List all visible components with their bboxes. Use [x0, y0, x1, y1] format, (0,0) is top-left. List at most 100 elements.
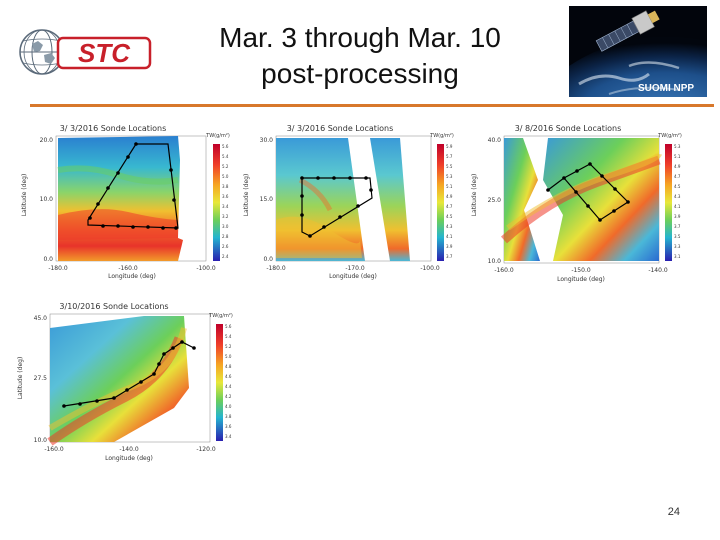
y-tick: 20.0 [40, 137, 54, 144]
y-tick: 40.0 [488, 137, 502, 144]
colorbar-tick: 3.8 [222, 184, 229, 189]
colorbar-tick: 5.6 [225, 324, 232, 329]
colorbar-tick: 3.9 [446, 244, 453, 249]
y-tick: 10.0 [40, 196, 54, 203]
y-tick: 45.0 [34, 315, 48, 322]
x-tick: -140.0 [648, 267, 668, 274]
colorbar-tick: 5.9 [446, 144, 453, 149]
slide-title: Mar. 3 through Mar. 10 post-processing [160, 20, 560, 92]
colorbar-tick: 4.7 [446, 204, 453, 209]
y-tick: 10.0 [488, 258, 502, 265]
x-tick: -120.0 [196, 446, 216, 453]
satellite-label: SUOMI NPP [638, 83, 694, 94]
y-tick: 15.0 [260, 196, 274, 203]
colorbar-tick: 5.0 [225, 354, 232, 359]
title-line-2: post-processing [261, 58, 459, 89]
colorbar-tick: 3.4 [222, 204, 229, 209]
colorbar-tick: 4.0 [225, 404, 232, 409]
colorbar-tick: 3.4 [225, 434, 232, 439]
colorbar [437, 144, 444, 261]
panel-title: 3/10/2016 Sonde Locations [59, 302, 168, 311]
sonde-map-panel-1: 3/ 3/2016 Sonde Locations Latitude (deg)… [18, 120, 233, 280]
colorbar [216, 324, 223, 441]
colorbar-tick: 2.4 [222, 254, 229, 259]
x-tick: -170.0 [345, 265, 365, 272]
colorbar-tick: 5.2 [225, 344, 232, 349]
colorbar-label: TW(g/m²) [208, 313, 233, 319]
colorbar-tick: 3.0 [222, 224, 229, 229]
colorbar-tick: 5.7 [446, 154, 453, 159]
panel-title: 3/ 3/2016 Sonde Locations [60, 124, 167, 133]
satellite-icon [595, 10, 660, 52]
colorbar-tick: 2.6 [222, 244, 229, 249]
y-tick: 25.0 [488, 197, 502, 204]
page-number: 24 [667, 506, 680, 518]
colorbar-tick: 4.9 [674, 164, 681, 169]
colorbar-tick: 3.6 [222, 194, 229, 199]
x-axis-label: Longitude (deg) [108, 273, 156, 280]
x-tick: -100.0 [196, 265, 216, 272]
colorbar-label: TW(g/m²) [429, 133, 454, 139]
satellite-image: SUOMI NPP [569, 6, 707, 97]
x-tick: -140.0 [119, 446, 139, 453]
y-tick: 0.0 [263, 256, 273, 263]
colorbar-tick: 5.4 [222, 154, 229, 159]
colorbar-tick: 4.7 [674, 174, 681, 179]
x-tick: -180.0 [48, 265, 68, 272]
y-axis-label: Latitude (deg) [17, 357, 24, 400]
colorbar-tick: 5.5 [446, 164, 453, 169]
colorbar-tick: 5.2 [222, 164, 229, 169]
colorbar-tick: 3.2 [222, 214, 229, 219]
colorbar-tick: 4.3 [446, 224, 453, 229]
colorbar [213, 144, 220, 261]
y-tick: 10.0 [34, 437, 48, 444]
logo-text: STC [78, 38, 131, 68]
sonde-map-panel-4: 3/10/2016 Sonde Locations Latitude (deg)… [14, 298, 239, 463]
colorbar [665, 144, 672, 261]
colorbar-tick: 3.6 [225, 424, 232, 429]
colorbar-tick: 4.1 [446, 234, 453, 239]
stc-logo: STC [14, 22, 154, 82]
y-tick: 27.5 [34, 375, 48, 382]
x-axis-label: Longitude (deg) [329, 273, 377, 280]
colorbar-tick: 3.7 [674, 224, 681, 229]
x-tick: -160.0 [494, 267, 514, 274]
colorbar-tick: 5.6 [222, 144, 229, 149]
colorbar-label: TW(g/m²) [657, 133, 682, 139]
x-tick: -180.0 [266, 265, 286, 272]
y-axis-label: Latitude (deg) [243, 174, 250, 217]
colorbar-tick: 2.8 [222, 234, 229, 239]
y-tick: 30.0 [260, 137, 274, 144]
colorbar-tick: 4.4 [225, 384, 232, 389]
colorbar-tick: 3.8 [225, 414, 232, 419]
header-divider [30, 104, 714, 107]
colorbar-tick: 4.8 [225, 364, 232, 369]
slide-header: STC Mar. 3 through Mar. 10 post-processi… [0, 0, 720, 104]
x-axis-label: Longitude (deg) [557, 276, 605, 283]
colorbar-tick: 4.5 [446, 214, 453, 219]
title-line-1: Mar. 3 through Mar. 10 [219, 22, 501, 53]
sonde-map-panel-2: 3/ 3/2016 Sonde Locations Latitude (deg)… [240, 120, 460, 280]
y-tick: 0.0 [43, 256, 53, 263]
x-tick: -100.0 [420, 265, 440, 272]
panel-title: 3/ 8/2016 Sonde Locations [515, 124, 622, 133]
colorbar-tick: 3.1 [674, 254, 681, 259]
colorbar-tick: 3.3 [674, 244, 681, 249]
colorbar-tick: 4.5 [674, 184, 681, 189]
colorbar-tick: 3.5 [674, 234, 681, 239]
colorbar-tick: 5.3 [446, 174, 453, 179]
colorbar-tick: 4.3 [674, 194, 681, 199]
colorbar-tick: 3.7 [446, 254, 453, 259]
x-tick: -150.0 [571, 267, 591, 274]
y-axis-label: Latitude (deg) [21, 174, 28, 217]
colorbar-tick: 5.4 [225, 334, 232, 339]
colorbar-tick: 4.6 [225, 374, 232, 379]
x-tick: -160.0 [118, 265, 138, 272]
sonde-map-panel-3: 3/ 8/2016 Sonde Locations Latitude (deg)… [468, 120, 688, 285]
colorbar-tick: 4.1 [674, 204, 681, 209]
x-axis-label: Longitude (deg) [105, 455, 153, 462]
colorbar-label: TW(g/m²) [205, 133, 230, 139]
colorbar-tick: 5.1 [674, 154, 681, 159]
colorbar-tick: 4.2 [225, 394, 232, 399]
x-tick: -160.0 [44, 446, 64, 453]
